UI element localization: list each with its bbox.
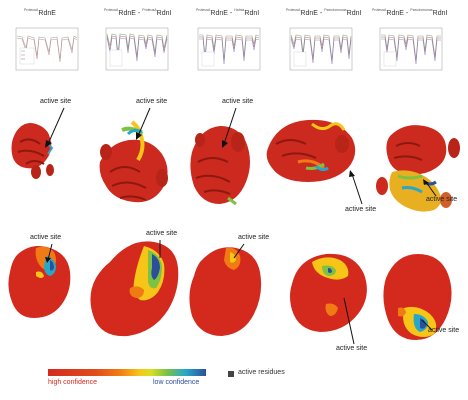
surface-structure-4 bbox=[290, 253, 367, 332]
ribbon-structure-4 bbox=[266, 119, 356, 182]
active-site-label-r2-4: active site bbox=[345, 206, 377, 213]
confidence-plot-5 bbox=[374, 26, 444, 78]
active-site-label-r2-1: active site bbox=[40, 98, 72, 105]
panel-title-3: ProteusARdnE - HafniaRdnI bbox=[196, 8, 260, 17]
confidence-plot-4 bbox=[284, 26, 354, 78]
active-site-label-r2-2: active site bbox=[136, 98, 168, 105]
active-residue-marker-icon bbox=[228, 371, 234, 377]
surface-structure-2 bbox=[90, 241, 179, 337]
panel-title-5: ProteusARdnE - PseudomonasRdnI bbox=[372, 8, 448, 17]
active-site-label-r2-3: active site bbox=[222, 98, 254, 105]
arrow-icon bbox=[136, 107, 151, 140]
legend-low-confidence: low confidence bbox=[153, 379, 200, 386]
active-site-label-r3-1: active site bbox=[30, 234, 62, 241]
legend-high-confidence: high confidence bbox=[48, 379, 98, 386]
arrow-icon bbox=[159, 240, 161, 258]
arrow-icon bbox=[45, 107, 65, 148]
arrow-icon bbox=[349, 170, 363, 205]
active-site-label-r2-5: active site bbox=[426, 196, 458, 203]
surface-structure-5 bbox=[383, 254, 452, 340]
active-site-label-r3-3: active site bbox=[238, 234, 270, 241]
confidence-plot-1 bbox=[10, 26, 80, 78]
active-site-label-r3-4: active site bbox=[336, 345, 368, 352]
active-site-label-r3-5: active site bbox=[428, 327, 460, 334]
confidence-color-bar bbox=[48, 369, 206, 376]
panel-title-2: ProteusARdnE - ProteusARdnI bbox=[104, 8, 172, 17]
ribbon-structure-2 bbox=[99, 120, 168, 203]
ribbon-structure-1 bbox=[11, 123, 54, 179]
panel-title-1: ProteusARdnE bbox=[24, 8, 56, 17]
arrow-icon bbox=[222, 107, 237, 148]
arrow-icon bbox=[45, 243, 53, 263]
active-site-label-r3-2: active site bbox=[146, 230, 178, 237]
confidence-plot-3 bbox=[192, 26, 262, 78]
ribbon-structure-5 bbox=[376, 125, 460, 212]
arrow-icon bbox=[343, 297, 355, 345]
panel-title-4: ProteusARdnE - PseudomonasRdnI bbox=[286, 8, 362, 17]
surface-structure-3 bbox=[189, 247, 262, 336]
arrow-icon bbox=[233, 243, 245, 259]
arrow-icon bbox=[423, 179, 437, 197]
confidence-plot-2 bbox=[100, 26, 170, 78]
ribbon-structure-3 bbox=[190, 126, 250, 206]
arrow-icon bbox=[421, 319, 433, 331]
legend-active-residues: active residues bbox=[238, 369, 285, 376]
